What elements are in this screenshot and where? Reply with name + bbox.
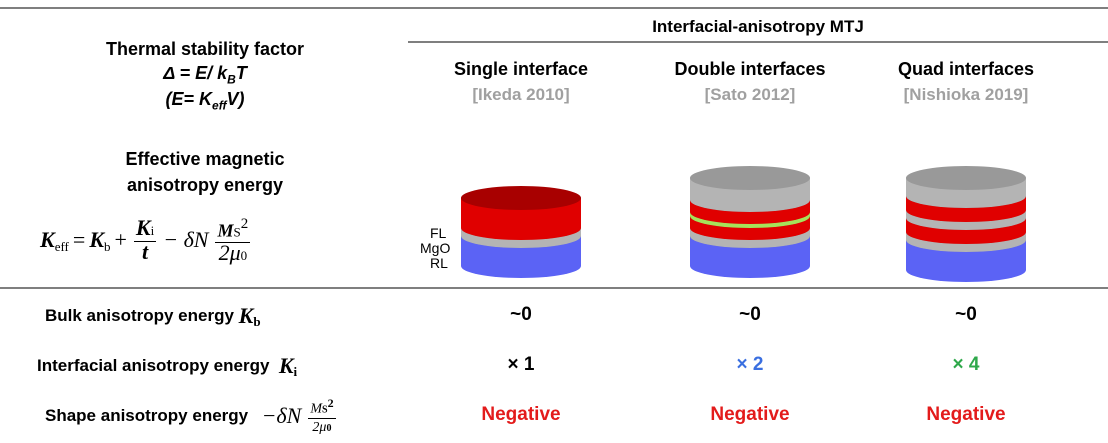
cell-value: ~0 — [411, 304, 631, 326]
cell-value: × 4 — [856, 354, 1076, 376]
text: 2μ — [219, 240, 241, 265]
energy-def: (E= KeffV) — [10, 88, 400, 117]
symbol: K — [136, 215, 151, 240]
cell-value: × 1 — [411, 354, 631, 376]
cell-value: Negative — [640, 404, 860, 426]
mtj-stacks — [461, 166, 1026, 282]
cell-value: ~0 — [640, 304, 860, 326]
subscript: i — [151, 223, 155, 238]
column-title: Double interfaces — [640, 58, 860, 80]
denominator: 2μ0 — [308, 419, 335, 437]
keff-title: anisotropy energy — [10, 174, 400, 196]
figure: Interfacial-anisotropy MTJ Thermal stabi… — [0, 0, 1108, 443]
keff-title: Effective magnetic — [10, 148, 400, 170]
text: T — [236, 63, 247, 83]
numerator: MS2 — [308, 395, 335, 419]
symbol: K — [40, 227, 55, 253]
stack-layer — [906, 166, 1026, 190]
operator: − δN — [163, 227, 208, 253]
symbol: K — [89, 227, 104, 253]
group-title: Interfacial-anisotropy MTJ — [408, 16, 1108, 38]
delta-def: Δ = E/ kBT — [10, 62, 400, 91]
subscript: b — [253, 314, 260, 330]
operator: + — [115, 227, 127, 253]
text: (E= K — [166, 89, 213, 109]
cell-value: × 2 — [640, 354, 860, 376]
layer-label: MgO — [420, 241, 450, 256]
stack-layer — [690, 166, 810, 190]
superscript: 2 — [241, 216, 249, 232]
layer-label: RL — [430, 256, 448, 271]
text: Interfacial anisotropy energy — [37, 356, 269, 376]
denominator: 2μ0 — [215, 243, 250, 266]
subscript: 0 — [241, 248, 248, 263]
symbol: K — [279, 353, 294, 379]
subscript: eff — [55, 239, 69, 255]
text: V) — [226, 89, 244, 109]
operator: −δN — [262, 403, 302, 429]
symbol: M — [217, 220, 233, 240]
text: Shape anisotropy energy — [45, 406, 248, 426]
numerator: MS2 — [215, 214, 250, 243]
text: B — [227, 73, 236, 87]
symbol: K — [239, 303, 254, 329]
column-title: Quad interfaces — [856, 58, 1076, 80]
subscript: 0 — [326, 423, 331, 434]
cell-value: Negative — [856, 404, 1076, 426]
column-ref: [Nishioka 2019] — [856, 84, 1076, 106]
symbol: M — [310, 401, 322, 416]
text: Bulk anisotropy energy — [45, 306, 234, 326]
stack-layer — [461, 186, 581, 210]
text: eff — [212, 99, 226, 113]
text: 2μ — [312, 420, 326, 435]
cell-value: Negative — [411, 404, 631, 426]
layer-label: FL — [430, 226, 446, 241]
subscript: b — [104, 239, 111, 255]
subscript: i — [294, 364, 298, 380]
text: Δ = E/ k — [163, 63, 227, 83]
column-ref: [Ikeda 2010] — [411, 84, 631, 106]
left-title: Thermal stability factor — [10, 38, 400, 60]
superscript: 2 — [328, 396, 334, 410]
subscript: S — [234, 224, 241, 239]
denominator: t — [134, 242, 156, 262]
operator: = — [73, 227, 85, 253]
cell-value: ~0 — [856, 304, 1076, 326]
column-title: Single interface — [411, 58, 631, 80]
column-ref: [Sato 2012] — [640, 84, 860, 106]
